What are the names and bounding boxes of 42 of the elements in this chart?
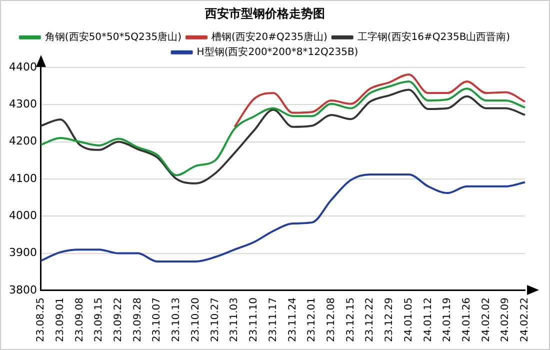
legend-label: 槽钢(西安20#Q235唐山): [211, 30, 328, 43]
x-tick-label: 23.09.22: [113, 297, 124, 342]
x-tick-label: 23.10.07: [152, 297, 163, 342]
x-tick-label: 23.12.22: [364, 297, 376, 342]
x-tick-label: 23.11.03: [229, 297, 240, 342]
x-tick-label: 23.10.20: [190, 297, 202, 342]
legend-label: 工字钢(西安16#Q235B山西晋南): [357, 30, 510, 43]
legend-label: H型钢(西安200*200*8*12Q235B): [196, 46, 358, 58]
x-tick-label: 23.09.08: [74, 297, 86, 342]
y-tick-label: 4400: [8, 60, 37, 74]
x-tick-label: 23.09.01: [54, 297, 66, 342]
x-tick-label: 23.12.15: [345, 297, 356, 342]
x-tick-label: 23.12.29: [384, 297, 396, 342]
line-series: [234, 73, 526, 128]
x-tick-label: 24.01.19: [442, 297, 454, 342]
y-tick-label: 4300: [8, 97, 37, 110]
x-tick-label: 24.01.12: [422, 297, 434, 342]
x-tick-label: 23.11.17: [268, 297, 279, 342]
x-tick-label: 24.02.09: [500, 297, 512, 342]
line-series: [40, 80, 526, 176]
line-series: [40, 173, 526, 262]
legend-label: 角钢(西安50*50*5Q235唐山): [44, 30, 182, 43]
y-tick-label: 3900: [8, 246, 37, 260]
x-tick-label: 23.10.13: [171, 297, 182, 342]
line-series: [40, 88, 526, 184]
x-tick-label: 23.11.24: [287, 297, 298, 342]
y-tick-label: 3800: [8, 283, 37, 296]
x-tick-label: 23.09.28: [132, 297, 144, 342]
x-tick-label: 24.02.22: [520, 297, 531, 342]
x-tick-label: 24.01.26: [462, 297, 473, 342]
x-tick-label: 23.12.08: [326, 297, 337, 342]
x-tick-label: 23.08.25: [36, 297, 47, 342]
x-tick-label: 24.02.02: [480, 297, 492, 342]
x-tick-label: 23.11.10: [248, 297, 260, 342]
chart-title: 西安市型钢价格走势图: [204, 6, 325, 20]
y-tick-label: 4100: [8, 172, 37, 185]
x-tick-label: 24.01.05: [403, 297, 414, 342]
y-tick-label: 4200: [8, 134, 37, 148]
x-tick-label: 23.09.15: [94, 297, 105, 342]
y-tick-label: 4000: [8, 208, 37, 222]
x-tick-label: 23.10.27: [210, 297, 221, 342]
x-tick-label: 23.12.01: [306, 297, 318, 342]
